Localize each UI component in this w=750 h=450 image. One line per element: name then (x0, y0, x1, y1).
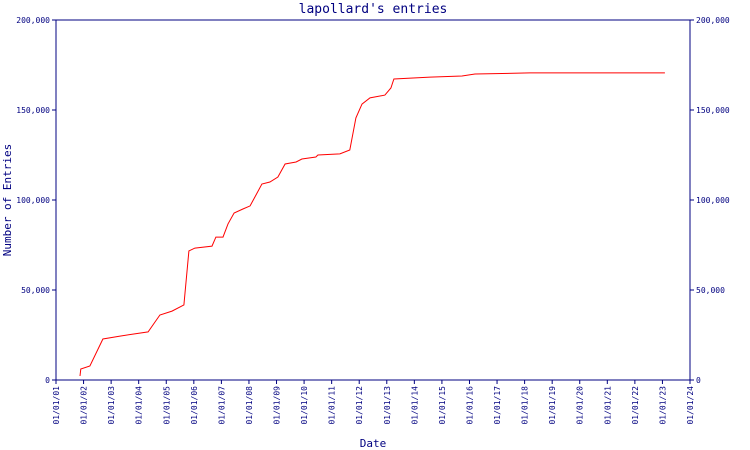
x-tick-label: 01/01/03 (107, 386, 116, 425)
chart-title: lapollard's entries (299, 2, 448, 17)
x-tick-label: 01/01/05 (162, 386, 171, 425)
x-tick-label: 01/01/24 (686, 386, 695, 425)
x-tick-label: 01/01/14 (410, 386, 419, 425)
x-tick-label: 01/01/13 (383, 386, 392, 425)
x-tick-label: 01/01/04 (135, 386, 144, 425)
x-tick-label: 01/01/06 (190, 386, 199, 425)
x-tick-label: 01/01/09 (273, 386, 282, 425)
x-tick-label: 01/01/15 (438, 386, 447, 425)
y-tick-label: 200,000 (16, 16, 50, 25)
x-tick-label: 01/01/17 (493, 386, 502, 425)
x-tick-label: 01/01/19 (548, 386, 557, 425)
x-tick-label: 01/01/01 (52, 386, 61, 425)
y2-tick-label: 0 (696, 376, 701, 385)
x-axis-label: Date (360, 437, 387, 450)
plot-frame (55, 19, 691, 381)
y-tick-label: 100,000 (16, 196, 50, 205)
x-tick-label: 01/01/20 (576, 386, 585, 425)
x-tick-label: 01/01/21 (603, 386, 612, 425)
x-tick-label: 01/01/23 (658, 386, 667, 425)
x-tick-label: 01/01/08 (245, 386, 254, 425)
x-tick-label: 01/01/18 (521, 386, 530, 425)
x-tick-label: 01/01/07 (217, 386, 226, 425)
x-tick-label: 01/01/16 (465, 386, 474, 425)
y2-tick-label: 100,000 (696, 196, 730, 205)
y-tick-label: 150,000 (16, 106, 50, 115)
y2-tick-label: 150,000 (696, 106, 730, 115)
y-tick-label: 50,000 (21, 286, 50, 295)
data-line (79, 72, 665, 377)
y2-tick-label: 50,000 (696, 286, 725, 295)
y-axis-label: Number of Entries (1, 144, 14, 257)
x-tick-label: 01/01/12 (355, 386, 364, 425)
x-tick-label: 01/01/11 (328, 386, 337, 425)
x-tick-label: 01/01/10 (300, 386, 309, 425)
y-tick-label: 0 (45, 376, 50, 385)
y2-tick-label: 200,000 (696, 16, 730, 25)
x-tick-label: 01/01/02 (80, 386, 89, 425)
x-tick-label: 01/01/22 (631, 386, 640, 425)
